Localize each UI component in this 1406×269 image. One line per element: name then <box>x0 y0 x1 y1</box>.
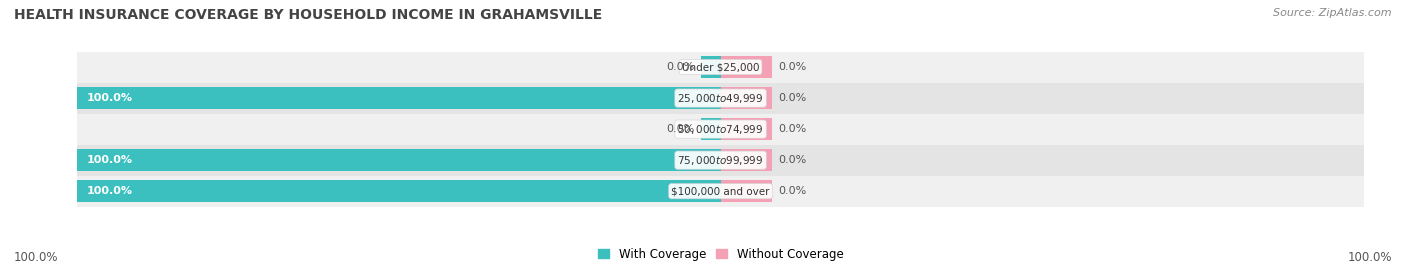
Bar <box>77 149 721 171</box>
Text: 100.0%: 100.0% <box>87 186 134 196</box>
Bar <box>702 56 721 78</box>
Bar <box>721 180 772 202</box>
Text: 100.0%: 100.0% <box>1347 251 1392 264</box>
Bar <box>77 145 1364 176</box>
Text: 0.0%: 0.0% <box>779 186 807 196</box>
Text: 0.0%: 0.0% <box>779 155 807 165</box>
Bar <box>77 52 1364 83</box>
Bar <box>77 83 1364 114</box>
Text: $50,000 to $74,999: $50,000 to $74,999 <box>678 123 763 136</box>
Text: 100.0%: 100.0% <box>87 93 134 103</box>
Bar <box>721 87 772 109</box>
Text: 0.0%: 0.0% <box>666 124 695 134</box>
Bar <box>702 118 721 140</box>
Text: 100.0%: 100.0% <box>87 155 134 165</box>
Text: 0.0%: 0.0% <box>779 93 807 103</box>
Text: 100.0%: 100.0% <box>14 251 59 264</box>
Text: Source: ZipAtlas.com: Source: ZipAtlas.com <box>1274 8 1392 18</box>
Bar <box>77 87 721 109</box>
Bar <box>721 118 772 140</box>
Text: 0.0%: 0.0% <box>666 62 695 72</box>
Text: 0.0%: 0.0% <box>779 124 807 134</box>
Text: Under $25,000: Under $25,000 <box>682 62 759 72</box>
Legend: With Coverage, Without Coverage: With Coverage, Without Coverage <box>593 243 848 265</box>
Text: HEALTH INSURANCE COVERAGE BY HOUSEHOLD INCOME IN GRAHAMSVILLE: HEALTH INSURANCE COVERAGE BY HOUSEHOLD I… <box>14 8 602 22</box>
Text: $25,000 to $49,999: $25,000 to $49,999 <box>678 91 763 105</box>
Bar <box>77 114 1364 145</box>
Bar <box>77 176 1364 207</box>
Bar <box>77 180 721 202</box>
Bar <box>721 149 772 171</box>
Text: $75,000 to $99,999: $75,000 to $99,999 <box>678 154 763 167</box>
Text: $100,000 and over: $100,000 and over <box>671 186 770 196</box>
Bar <box>721 56 772 78</box>
Text: 0.0%: 0.0% <box>779 62 807 72</box>
